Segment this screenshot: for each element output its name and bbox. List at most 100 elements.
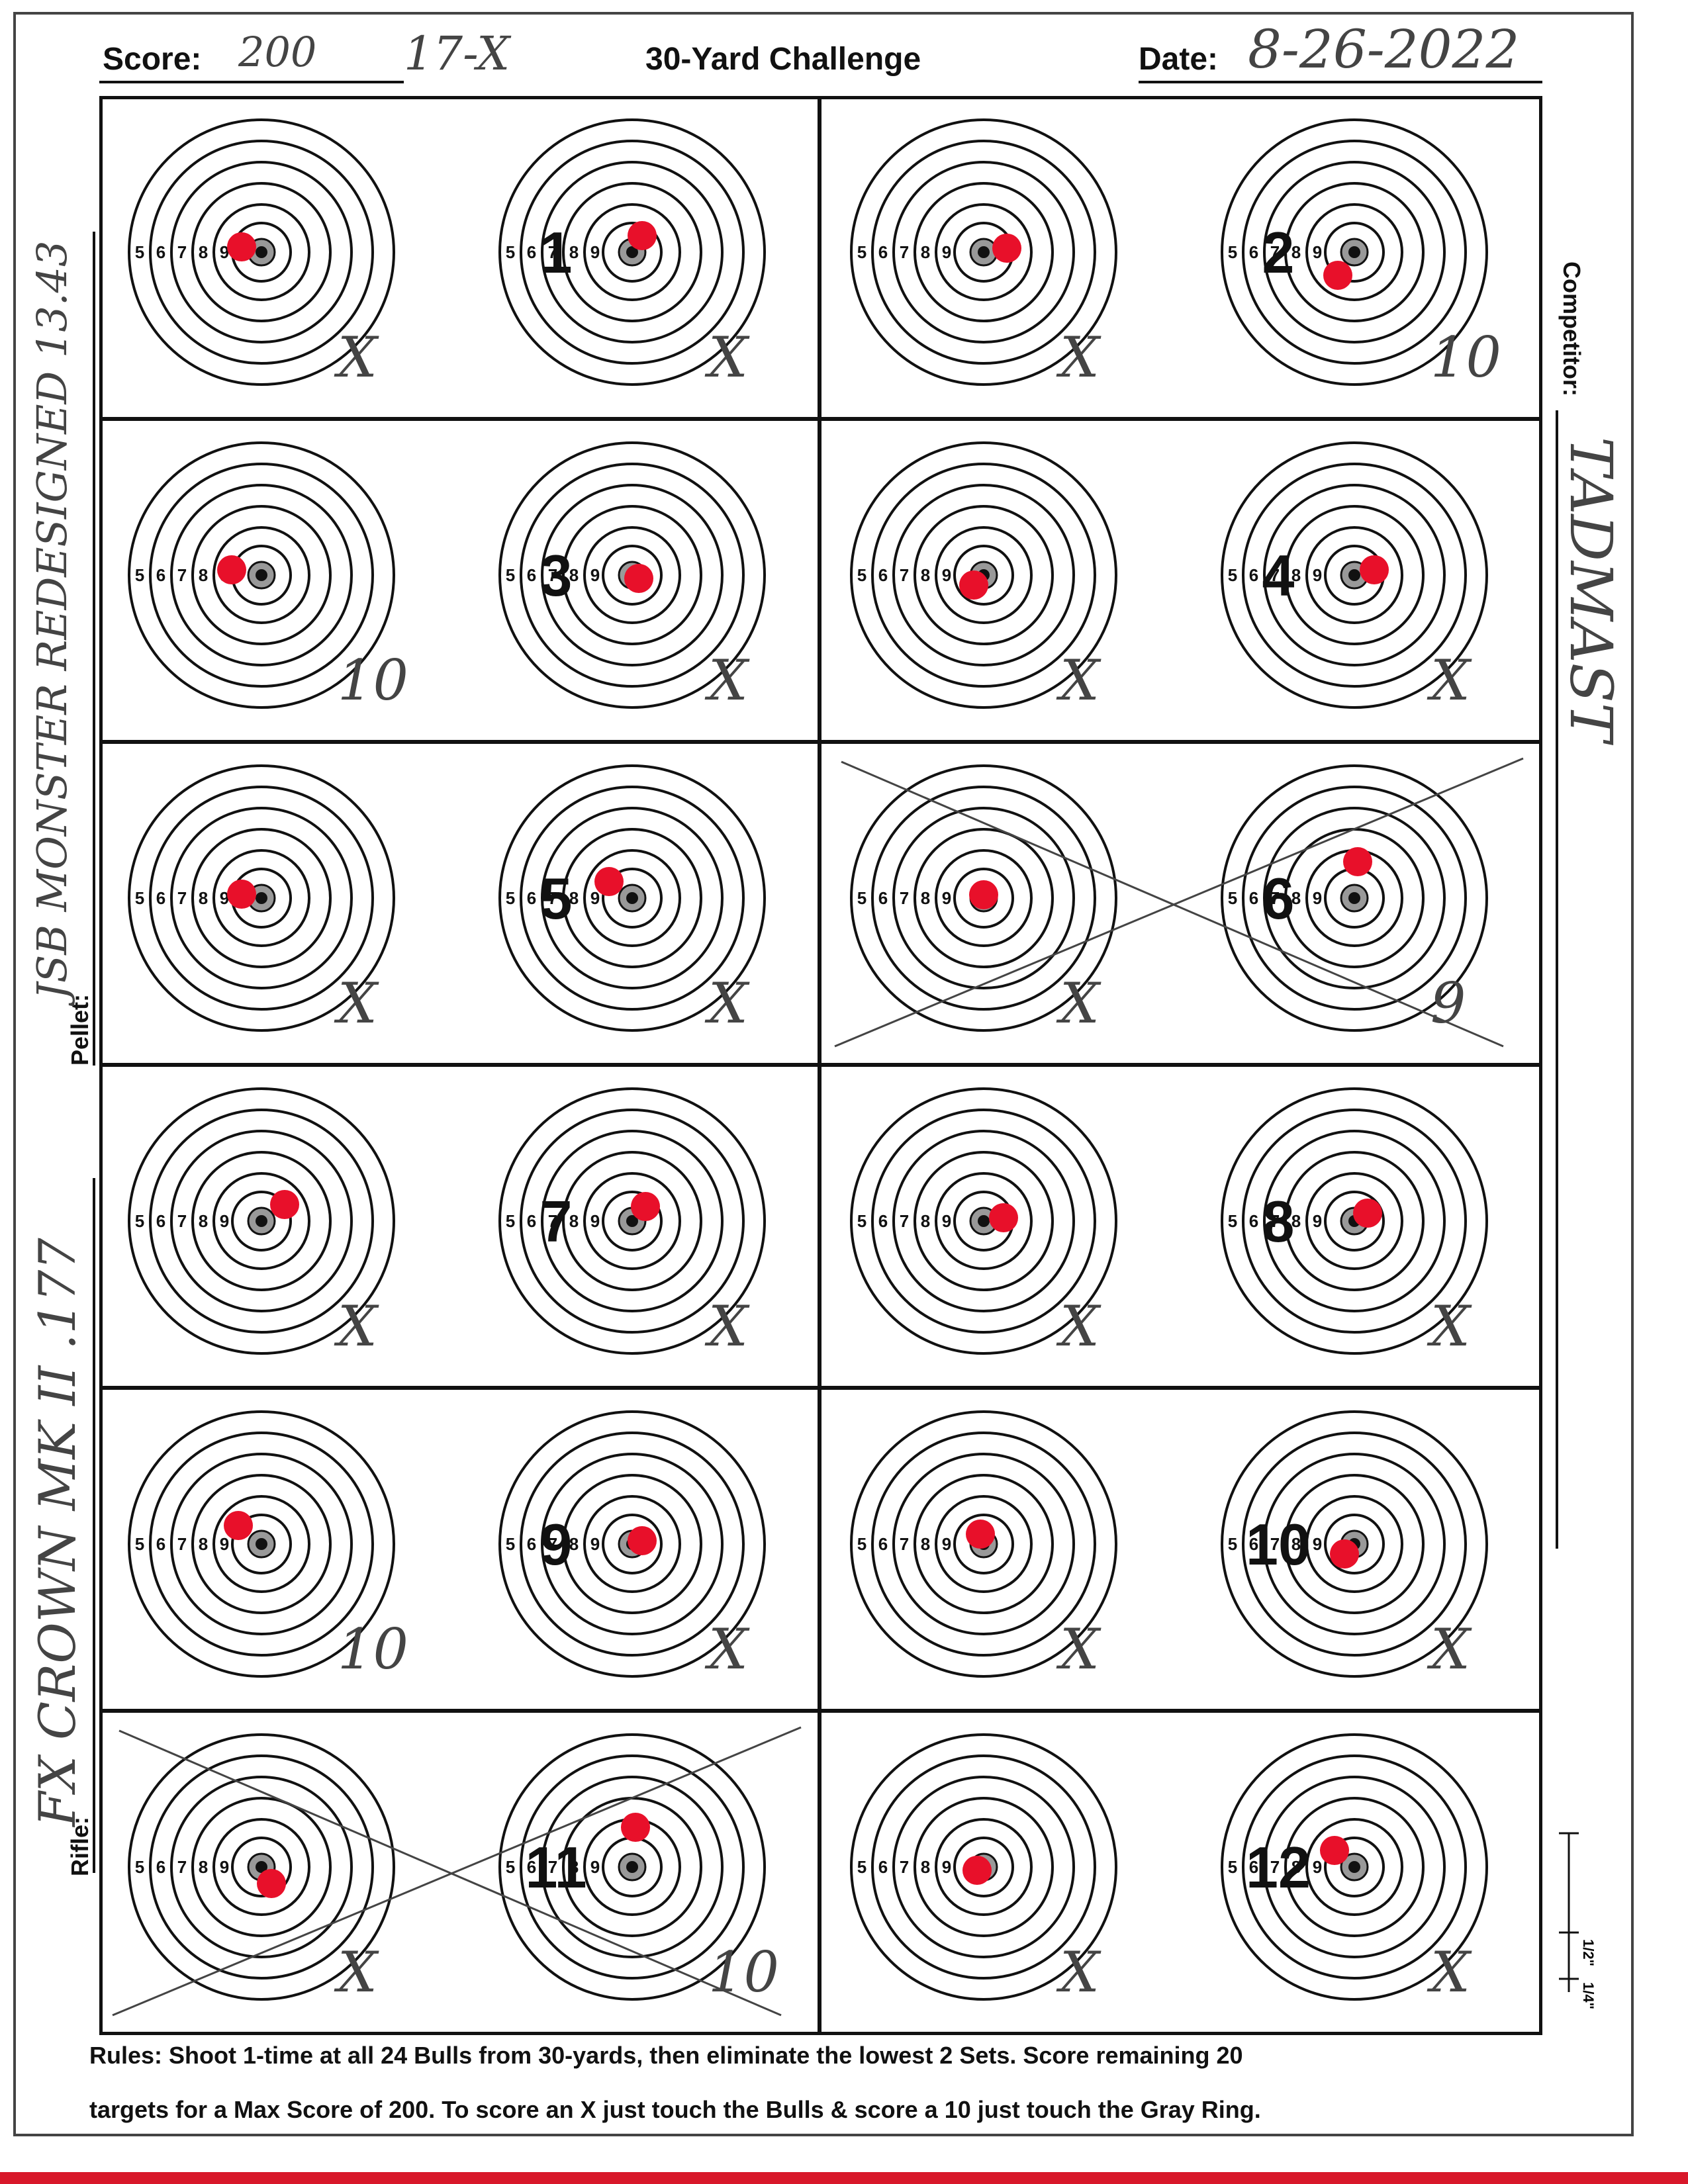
ring-label: 6: [527, 242, 536, 262]
ring-label: 7: [177, 1534, 187, 1554]
target-ring: [602, 545, 663, 606]
target-ring: [850, 1087, 1117, 1355]
ring-label: 7: [900, 1857, 909, 1877]
target-ring: [1284, 505, 1425, 645]
target-ring: [562, 1474, 702, 1614]
ring-label: 5: [506, 888, 515, 908]
target-ring: [914, 1797, 1054, 1937]
ring-label: 9: [590, 242, 600, 262]
target-ring: [892, 161, 1075, 343]
target-ring: [1221, 118, 1488, 386]
scale-label-quarter: 1/4": [1580, 1982, 1595, 2009]
ring-label: 9: [942, 565, 951, 585]
target-ring: [914, 828, 1054, 968]
target-ring: [520, 786, 745, 1011]
target-ring: [871, 1432, 1096, 1657]
target-ring: [149, 1432, 374, 1657]
date-label: Date:: [1139, 42, 1219, 77]
ring-label: 7: [548, 1211, 557, 1231]
ring-label: 6: [1249, 1534, 1258, 1554]
bull: [626, 246, 638, 258]
target-ring: [562, 1151, 702, 1291]
ring-label: 6: [156, 888, 165, 908]
score-mark-right: 10: [708, 1940, 779, 2005]
target-ring: [1242, 786, 1467, 1011]
score-mark-left: 10: [338, 1617, 408, 1682]
target-ring: [1263, 1776, 1446, 1958]
target-ring: [1221, 764, 1488, 1032]
target-ring: [212, 203, 310, 301]
ring-label: 8: [569, 1211, 579, 1231]
target-ring: [149, 1109, 374, 1334]
ring-label: 6: [156, 1534, 165, 1554]
score-mark-left: X: [1060, 648, 1100, 713]
bull: [256, 246, 267, 258]
pellet-hit: [966, 1520, 995, 1549]
ring-label: 7: [177, 1857, 187, 1877]
pellet-hit: [959, 570, 988, 600]
ring-label: 6: [156, 242, 165, 262]
ring-label: 6: [156, 1857, 165, 1877]
bull: [626, 1861, 638, 1873]
ring-label: 7: [900, 1534, 909, 1554]
target-ring: [1284, 1474, 1425, 1614]
target-ring: [520, 463, 745, 688]
target-ring: [850, 1410, 1117, 1678]
target-ring: [892, 1453, 1075, 1635]
target-ring: [1221, 1087, 1488, 1355]
target-ring: [1324, 222, 1385, 283]
score-mark-right: X: [708, 1294, 748, 1359]
competitor-underline: [1556, 410, 1558, 1549]
ring-label: 5: [857, 1857, 867, 1877]
pellet-value: JSB MONSTER REDESIGNED 13.43: [28, 240, 76, 999]
set-number: 4: [1262, 543, 1295, 608]
target-ring: [541, 807, 724, 989]
ring-label: 8: [1291, 242, 1301, 262]
ring-label: 7: [177, 888, 187, 908]
pellet-hit: [257, 1869, 286, 1898]
target-ring: [871, 1109, 1096, 1334]
target-ring: [498, 441, 766, 709]
ring-label: 6: [1249, 1857, 1258, 1877]
bull: [978, 246, 990, 258]
set-number: 9: [539, 1512, 573, 1577]
target-ring: [1242, 1109, 1467, 1334]
target-ring: [1305, 526, 1403, 624]
set-number: 6: [1262, 866, 1295, 931]
target-ring: [1263, 484, 1446, 666]
target-ring: [212, 1172, 310, 1270]
score-mark-left: X: [1060, 1617, 1100, 1682]
bull: [978, 1215, 990, 1227]
target-ring: [541, 1130, 724, 1312]
pellet-hit: [1320, 1836, 1349, 1865]
target-ring: [498, 764, 766, 1032]
target-ring: [1263, 1130, 1446, 1312]
target-ring: [935, 1172, 1033, 1270]
ring-label: 7: [900, 565, 909, 585]
score-mark-left: 10: [338, 648, 408, 713]
ring-label: 9: [590, 565, 600, 585]
target-ring: [212, 1495, 310, 1593]
bull: [256, 1215, 267, 1227]
target-ring: [191, 828, 332, 968]
target-ring: [1284, 1797, 1425, 1937]
ring-label: 7: [177, 565, 187, 585]
rules-line-1: Rules: Shoot 1-time at all 24 Bulls from…: [89, 2042, 1243, 2069]
score-mark-left: X: [1060, 1940, 1100, 2005]
pellet-hit: [1330, 1539, 1359, 1569]
target-ring: [583, 526, 681, 624]
ring-label: 7: [548, 242, 557, 262]
pellet-hit: [624, 564, 653, 593]
ring-label: 7: [548, 1534, 557, 1554]
target-ring: [914, 1474, 1054, 1614]
target-ring: [1305, 1172, 1403, 1270]
pellet-hit: [227, 232, 256, 261]
target-ring: [583, 849, 681, 947]
target-ring: [602, 1191, 663, 1251]
